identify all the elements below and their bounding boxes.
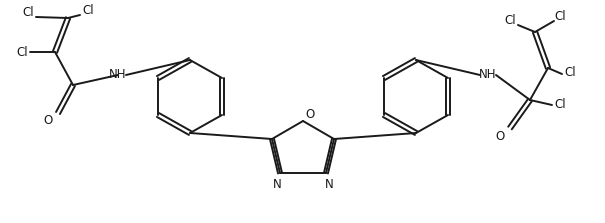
Text: Cl: Cl — [22, 6, 34, 19]
Text: N: N — [273, 178, 281, 190]
Text: O: O — [495, 130, 505, 143]
Text: Cl: Cl — [554, 99, 566, 112]
Text: Cl: Cl — [564, 66, 576, 78]
Text: N: N — [325, 178, 333, 190]
Text: Cl: Cl — [82, 4, 94, 17]
Text: O: O — [306, 107, 315, 120]
Text: NH: NH — [110, 68, 127, 81]
Text: O: O — [44, 114, 53, 128]
Text: Cl: Cl — [504, 14, 516, 27]
Text: Cl: Cl — [16, 45, 28, 58]
Text: NH: NH — [479, 68, 497, 81]
Text: Cl: Cl — [554, 10, 566, 23]
